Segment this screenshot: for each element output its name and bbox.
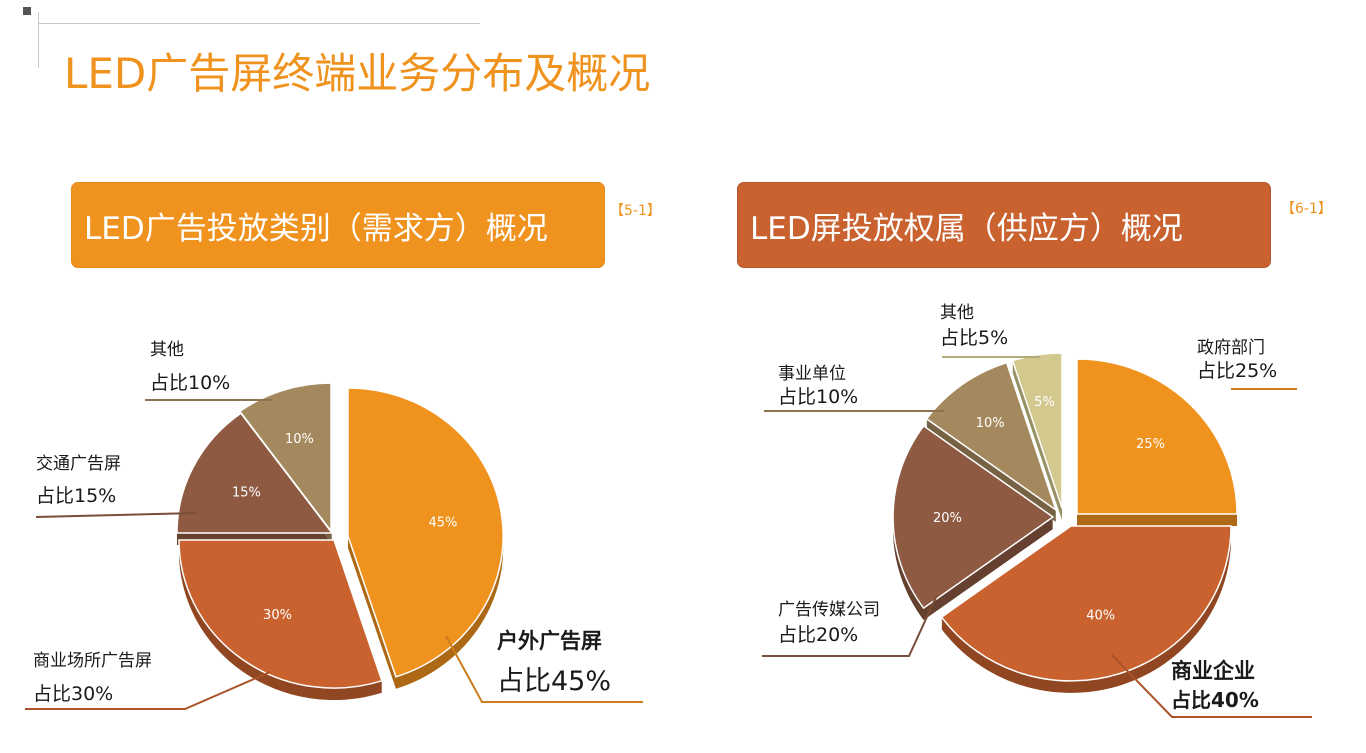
right-pie-callout-value-4: 占比5%: [940, 327, 1008, 349]
left-pie-leader-line-0: [445, 635, 643, 703]
left-pie-callout-name-1: 商业场所广告屏: [33, 651, 152, 671]
left-pie-slice-0: [347, 387, 504, 678]
right-pie-callout-name-0: 政府部门: [1197, 338, 1265, 358]
left-pie-callout-value-1: 占比30%: [33, 683, 113, 705]
page-title: LED广告屏终端业务分布及概况: [64, 49, 651, 98]
left-pie-slice-3: [238, 382, 332, 534]
header-accent-line: [38, 12, 39, 68]
left-ref-label: 【5-1】: [610, 203, 661, 219]
left-pie-callout-value-2: 占比15%: [36, 485, 116, 507]
right-pie-pct-label-3: 10%: [976, 416, 1005, 431]
right-pie-callout-name-2: 广告传媒公司: [778, 600, 880, 620]
right-pie-pct-label-0: 25%: [1136, 437, 1165, 452]
right-pie-callout-name-4: 其他: [940, 303, 974, 323]
right-pie-callout-name-1: 商业企业: [1171, 659, 1255, 683]
right-ref-label: 【6-1】: [1281, 201, 1332, 217]
right-section-heading-text: LED屏投放权属（供应方）概况: [750, 210, 1183, 247]
right-pie-callout-value-3: 占比10%: [778, 386, 858, 408]
right-pie-leader-line-1: [1111, 654, 1312, 718]
left-section-heading: LED广告投放类别（需求方）概况: [71, 182, 605, 268]
right-pie-slice-1: [940, 525, 1232, 682]
left-pie-callout-value-0: 占比45%: [497, 666, 611, 697]
right-pie-slice-0: [1076, 358, 1238, 515]
right-section-heading: LED屏投放权属（供应方）概况: [737, 182, 1271, 268]
left-pie-callout-value-3: 占比10%: [150, 372, 230, 394]
right-pie-slice-2: [892, 424, 1055, 610]
left-pie-leader-line-1: [25, 671, 271, 710]
right-pie-pct-label-4: 5%: [1034, 395, 1055, 410]
right-pie-slice-3: [925, 361, 1058, 512]
right-pie-callout-value-2: 占比20%: [778, 624, 858, 646]
left-pie-pct-label-3: 10%: [285, 432, 314, 447]
right-pie-pct-label-2: 20%: [933, 511, 962, 526]
left-pie-pct-label-1: 30%: [263, 608, 292, 623]
left-pie-pct-label-2: 15%: [232, 485, 261, 500]
right-pie-slice-4: [1011, 352, 1063, 509]
right-pie-callout-value-0: 占比25%: [1197, 360, 1277, 382]
left-pie-callout-name-2: 交通广告屏: [36, 454, 121, 474]
right-pie-callout-value-1: 占比40%: [1171, 688, 1259, 712]
left-pie-callout-name-0: 户外广告屏: [497, 629, 602, 653]
left-pie-slice-2: [176, 412, 334, 534]
right-pie-pct-label-1: 40%: [1086, 608, 1115, 623]
left-pie-pct-label-0: 45%: [428, 516, 457, 531]
left-pie-leader-line-2: [35, 512, 197, 518]
right-pie-callout-name-3: 事业单位: [778, 364, 846, 384]
left-section-heading-text: LED广告投放类别（需求方）概况: [84, 210, 548, 247]
left-pie-slice-1: [178, 539, 383, 689]
right-pie-leader-line-2: [762, 594, 938, 657]
corner-square-icon: [23, 7, 31, 15]
left-pie-callout-name-3: 其他: [150, 340, 184, 360]
header-rule: [38, 23, 480, 24]
